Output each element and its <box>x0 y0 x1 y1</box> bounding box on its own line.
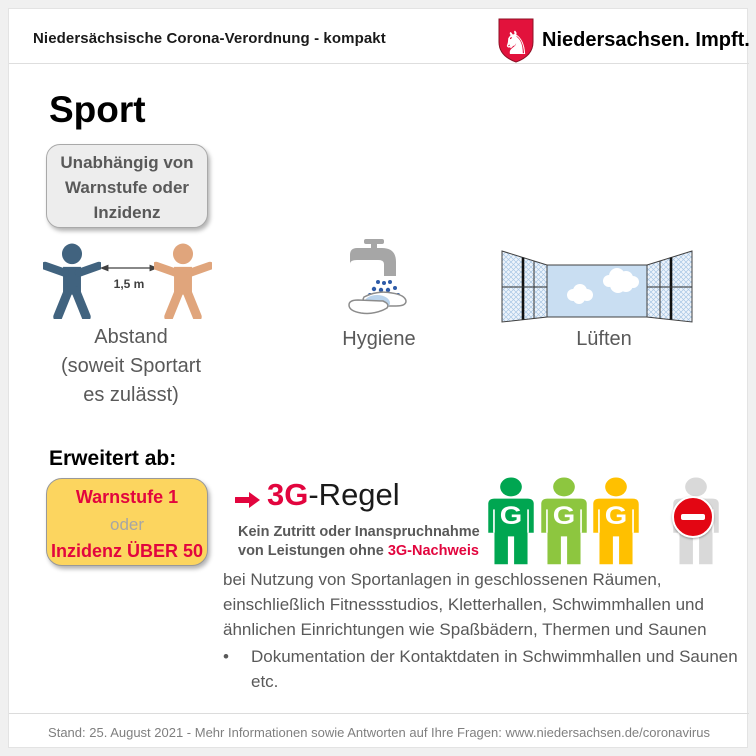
bullet-icon: • <box>223 647 229 666</box>
usage-paragraph-block: bei Nutzung von Sportanlagen in geschlos… <box>223 567 747 694</box>
warning-box-line1: Warnstufe 1 <box>75 487 179 507</box>
always-box-line1: Unabhängig von <box>60 153 194 172</box>
person-arms-out-blue-icon <box>43 243 101 319</box>
distance-label: Abstand (soweit Sportart es zulässt) <box>60 326 202 406</box>
rule-title-rest: -Regel <box>308 477 400 512</box>
bullet-item: • Dokumentation der Kontaktdaten in Schw… <box>223 644 747 694</box>
rule-title: 3G-Regel <box>267 477 400 513</box>
footer-divider <box>9 713 749 714</box>
rule-note-text: Kein Zutritt oder Inanspruchnahme von Le… <box>238 524 480 559</box>
open-window-icon <box>501 250 693 323</box>
brand-light-text: Klar. <box>750 29 756 51</box>
distance-value: 1,5 m <box>113 277 145 291</box>
hygiene-label: Hygiene <box>342 328 416 350</box>
always-box-line3: Inzidenz <box>93 203 161 222</box>
red-arrow-icon <box>235 492 260 508</box>
always-box-line2: Warnstufe oder <box>64 178 190 197</box>
person-g-figure-amber-icon: G <box>593 477 639 565</box>
person-g-figure-dark-green-icon: G <box>488 477 534 565</box>
bullet-text: Dokumentation der Kontaktdaten in Schwim… <box>251 647 738 691</box>
person-g-figure-light-green-icon: G <box>541 477 587 565</box>
page-title: Sport <box>49 89 146 130</box>
infographic-card: Niedersächsische Corona-Verordnung - kom… <box>8 8 756 748</box>
g-letter: G <box>500 501 523 530</box>
warning-box-line3: Inzidenz ÜBER 50 <box>50 541 204 561</box>
niedersachsen-shield-icon: ♞ <box>498 18 534 63</box>
header-divider <box>9 63 749 64</box>
warning-box-line2: oder <box>109 515 145 534</box>
person-arms-out-tan-icon <box>154 243 212 319</box>
g-letter: G <box>553 501 576 530</box>
water-drops <box>368 280 400 297</box>
extended-heading: Erweitert ab: <box>49 447 177 470</box>
rule-note-highlight: 3G-Nachweis <box>387 543 479 559</box>
distance-arrow-icon <box>99 264 159 272</box>
cloud-shapes <box>567 268 639 304</box>
brand-wordmark: Niedersachsen. Impft. Klar. <box>542 29 756 52</box>
hand-washing-icon <box>348 239 407 315</box>
rule-note: Kein Zutritt oder Inanspruchnahme von Le… <box>238 523 490 561</box>
air-label: Lüften <box>576 328 632 350</box>
warning-level-box: Warnstufe 1 oder Inzidenz ÜBER 50 <box>46 478 208 566</box>
always-applies-box: Unabhängig von Warnstufe oder Inzidenz <box>46 144 208 228</box>
g-letter: G <box>605 501 628 530</box>
footer-text: Stand: 25. August 2021 - Mehr Informatio… <box>48 725 710 740</box>
brand-bold-text: Niedersachsen. Impft. <box>542 29 750 51</box>
no-entry-sign-icon <box>672 496 714 538</box>
usage-paragraph: bei Nutzung von Sportanlagen in geschlos… <box>223 570 707 639</box>
header-title: Niedersächsische Corona-Verordnung - kom… <box>33 30 386 47</box>
rule-title-highlight: 3G <box>267 477 309 512</box>
horse-icon: ♞ <box>502 24 531 62</box>
